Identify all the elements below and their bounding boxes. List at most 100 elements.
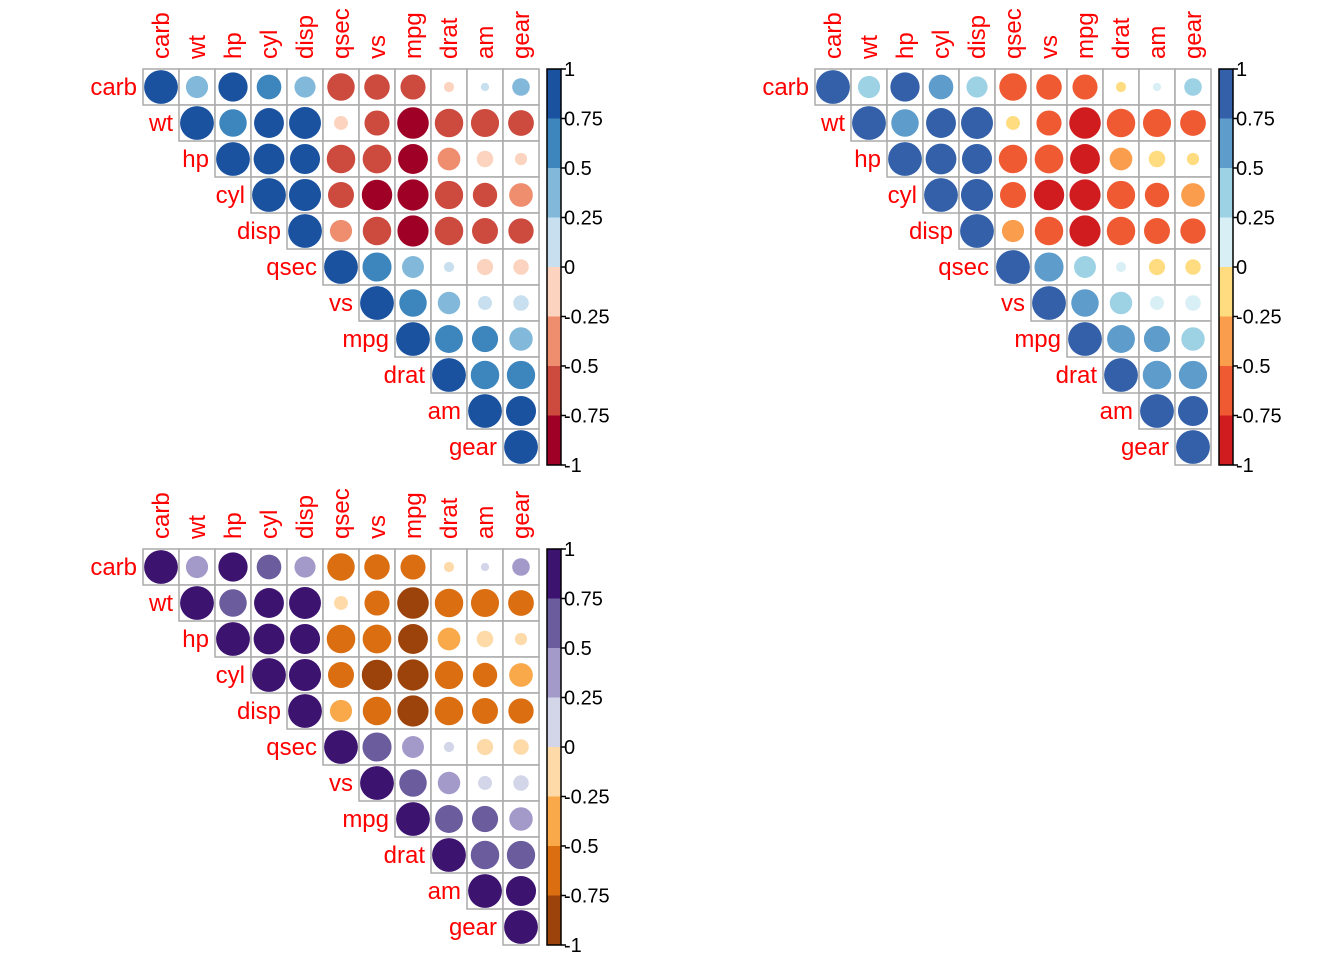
- row-label-carb: carb: [90, 554, 137, 581]
- legend-tick-label: 1: [1236, 59, 1247, 81]
- corr-circle-hp-disp: [289, 623, 321, 655]
- row-label-qsec: qsec: [266, 254, 317, 281]
- row-label-carb: carb: [90, 74, 137, 101]
- legend-tick-label: 0: [564, 737, 575, 759]
- col-label-qsec: qsec: [328, 488, 355, 539]
- corr-circle-mpg-gear: [509, 327, 533, 351]
- legend-swatch: [547, 549, 561, 599]
- corr-circle-qsec-gear: [513, 259, 529, 275]
- corr-circle-cyl-mpg: [397, 659, 429, 691]
- corr-circle-qsec-gear: [1185, 259, 1201, 275]
- corr-circle-wt-gear: [1180, 110, 1206, 136]
- corr-circle-disp-vs: [1034, 216, 1064, 246]
- corr-circle-mpg-mpg: [1068, 322, 1102, 356]
- row-label-cyl: cyl: [888, 182, 917, 209]
- corr-circle-mpg-am: [471, 805, 499, 833]
- corr-circle-carb-mpg: [400, 554, 426, 580]
- col-label-gear: gear: [508, 491, 535, 539]
- corr-circle-cyl-am: [472, 662, 498, 688]
- corr-circle-cyl-disp: [288, 178, 322, 212]
- corr-circle-hp-gear: [514, 152, 528, 166]
- legend-swatch: [1219, 415, 1233, 465]
- corrplot-panel-PuOr: carbcarbwtwthphpcylcyldispdispqsecqsecvs…: [90, 488, 609, 957]
- row-label-gear: gear: [1121, 434, 1169, 461]
- corr-circle-hp-mpg: [1070, 144, 1100, 174]
- col-label-cyl: cyl: [928, 30, 955, 59]
- corr-circle-qsec-vs: [362, 732, 392, 762]
- corr-circle-wt-am: [470, 108, 500, 138]
- col-label-mpg: mpg: [1072, 12, 1099, 59]
- legend-tick-label: 0.5: [564, 638, 592, 660]
- corr-circle-disp-drat: [1106, 216, 1136, 246]
- corr-circle-carb-am: [480, 562, 490, 572]
- row-label-disp: disp: [237, 218, 281, 245]
- corr-circle-qsec-gear: [513, 739, 529, 755]
- row-label-hp: hp: [182, 146, 209, 173]
- corr-circle-disp-drat: [434, 216, 464, 246]
- corr-circle-disp-vs: [362, 696, 392, 726]
- row-label-drat: drat: [384, 362, 426, 389]
- legend-tick-label: 1: [564, 539, 575, 561]
- legend-tick-label: 0.5: [564, 158, 592, 180]
- corr-circle-hp-vs: [1034, 144, 1064, 174]
- corr-circle-cyl-drat: [434, 660, 464, 690]
- col-label-hp: hp: [220, 512, 247, 539]
- corr-circle-carb-carb: [144, 550, 178, 584]
- corr-circle-carb-mpg: [1072, 74, 1098, 100]
- legend-tick-label: 0: [1236, 257, 1247, 279]
- col-label-am: am: [472, 506, 499, 539]
- col-label-hp: hp: [220, 32, 247, 59]
- corr-circle-qsec-mpg: [1074, 256, 1096, 278]
- corr-circle-mpg-am: [471, 325, 499, 353]
- corr-circle-am-am: [468, 874, 502, 908]
- corr-circle-vs-mpg: [1071, 289, 1099, 317]
- corr-circle-carb-cyl: [256, 554, 282, 580]
- corr-circle-wt-drat: [434, 108, 464, 138]
- legend-tick-label: -0.25: [564, 307, 610, 329]
- row-label-drat: drat: [384, 842, 426, 869]
- corr-circle-carb-gear: [512, 558, 530, 576]
- corr-circle-drat-drat: [432, 358, 466, 392]
- corr-circle-drat-gear: [506, 840, 536, 870]
- corr-circle-wt-am: [1142, 108, 1172, 138]
- legend-swatch: [1219, 366, 1233, 416]
- corr-circle-cyl-vs: [361, 179, 393, 211]
- corr-circle-wt-disp: [289, 587, 321, 619]
- legend-tick-label: -0.5: [1236, 356, 1270, 378]
- corr-circle-hp-hp: [888, 142, 922, 176]
- corr-circle-wt-disp: [289, 107, 321, 139]
- row-label-gear: gear: [449, 914, 497, 941]
- corr-circle-cyl-gear: [1181, 183, 1205, 207]
- corr-circle-wt-hp: [219, 589, 247, 617]
- corr-circle-hp-cyl: [253, 623, 285, 655]
- row-label-carb: carb: [762, 74, 809, 101]
- legend-swatch: [1219, 168, 1233, 218]
- corr-circle-qsec-qsec: [324, 250, 358, 284]
- legend-tick-label: 0: [564, 257, 575, 279]
- corr-circle-hp-qsec: [326, 144, 356, 174]
- col-label-disp: disp: [292, 495, 319, 539]
- corr-circle-drat-am: [470, 840, 500, 870]
- corr-circle-disp-disp: [960, 214, 994, 248]
- corr-circle-qsec-mpg: [402, 736, 424, 758]
- corr-circle-wt-am: [470, 588, 500, 618]
- corr-circle-carb-disp: [966, 76, 988, 98]
- corr-circle-mpg-mpg: [396, 802, 430, 836]
- corr-circle-hp-disp: [289, 143, 321, 175]
- corr-circle-mpg-mpg: [396, 322, 430, 356]
- corr-circle-vs-am: [478, 296, 492, 310]
- corr-circle-disp-am: [472, 698, 498, 724]
- corr-circle-am-gear: [1177, 395, 1209, 427]
- corr-circle-hp-am: [1148, 150, 1166, 168]
- grid-cell: [466, 620, 504, 658]
- corr-circle-wt-cyl: [254, 108, 284, 138]
- legend-swatch: [547, 747, 561, 797]
- corr-circle-carb-qsec: [327, 553, 355, 581]
- corr-circle-wt-qsec: [1006, 116, 1020, 130]
- corr-circle-cyl-gear: [509, 183, 533, 207]
- corr-circle-disp-gear: [508, 698, 534, 724]
- legend-swatch: [547, 316, 561, 366]
- corr-circle-carb-disp: [294, 556, 316, 578]
- corr-circle-cyl-am: [472, 182, 498, 208]
- legend-tick-label: -0.5: [564, 836, 598, 858]
